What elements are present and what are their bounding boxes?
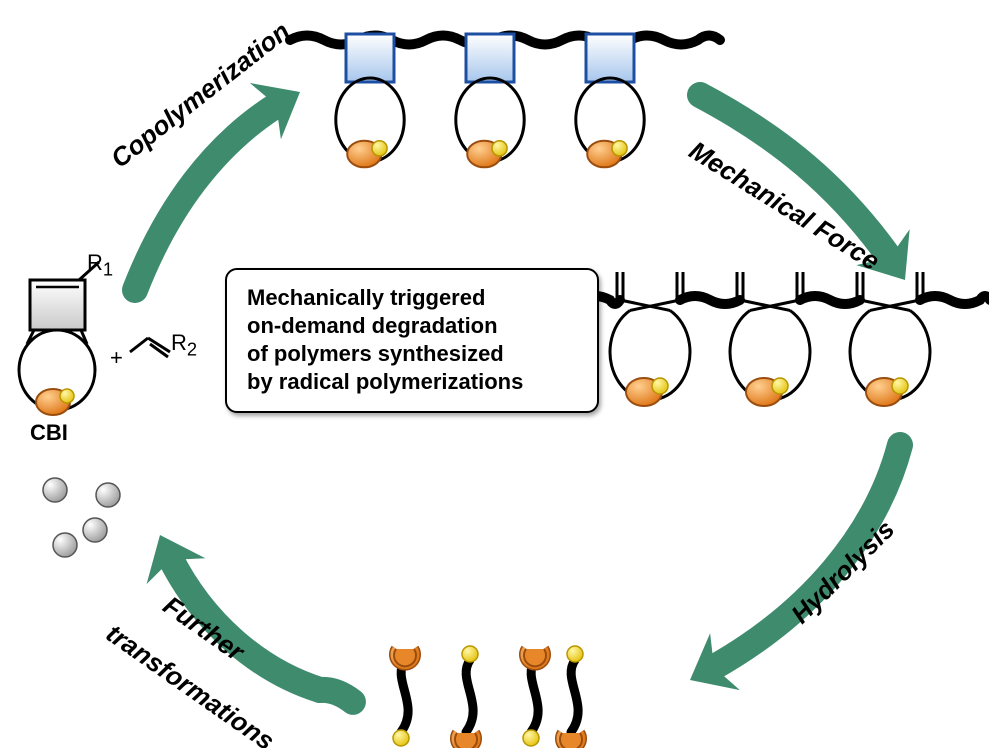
diagram-stage: Mechanically triggered on-demand degrada… — [0, 0, 989, 748]
label-cbi: CBI — [30, 420, 68, 446]
center-line-3: of polymers synthesized — [247, 340, 577, 368]
label-r1: R1 — [87, 250, 113, 280]
product-spheres — [43, 478, 120, 557]
center-line-2: on-demand degradation — [247, 312, 577, 340]
center-text-box: Mechanically triggered on-demand degrada… — [225, 268, 599, 413]
label-r2: R2 — [171, 330, 197, 360]
right-polymer — [580, 272, 989, 406]
bottom-fragments — [393, 646, 583, 748]
center-line-4: by radical polymerizations — [247, 368, 577, 396]
center-line-1: Mechanically triggered — [247, 284, 577, 312]
top-polymer — [290, 34, 720, 167]
label-plus: + — [110, 345, 123, 371]
